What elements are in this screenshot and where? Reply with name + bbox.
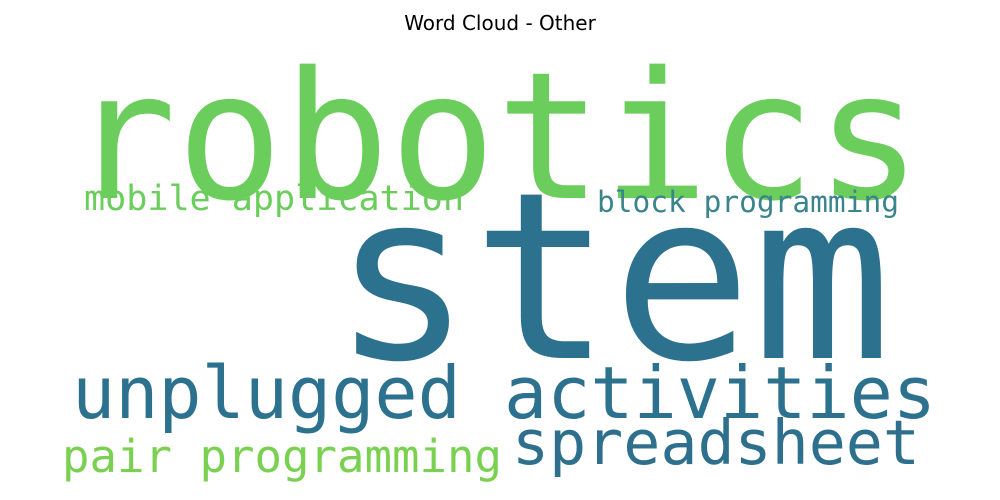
word-pair-programming: pair programming bbox=[62, 430, 502, 483]
word-block-programming: block programming bbox=[597, 185, 899, 219]
chart-title: Word Cloud - Other bbox=[404, 11, 596, 35]
word-spreadsheet: spreadsheet bbox=[512, 407, 920, 479]
word-robotics: robotics bbox=[70, 34, 922, 240]
word-unplugged-activities: unplugged activities bbox=[72, 351, 936, 435]
word-mobile-application: mobile application bbox=[84, 178, 464, 219]
word-stem: stem bbox=[332, 142, 892, 413]
